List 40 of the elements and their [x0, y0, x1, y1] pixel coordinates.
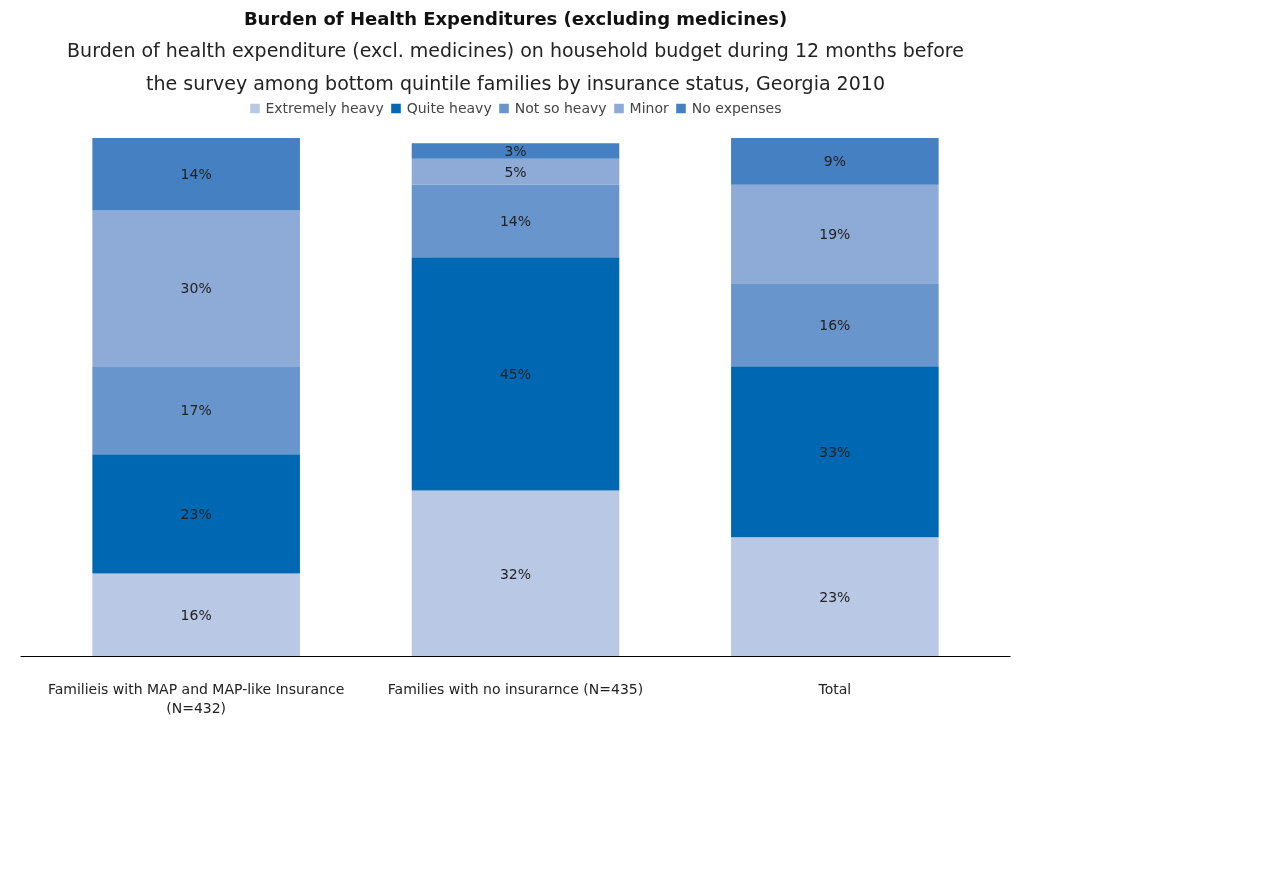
- data-label: 16%: [819, 316, 851, 333]
- data-label: 17%: [180, 402, 212, 419]
- bar: [92, 366, 300, 455]
- data-label: 16%: [180, 607, 212, 624]
- data-label: 19%: [819, 225, 851, 242]
- bar: [731, 283, 939, 367]
- data-label: 30%: [180, 280, 212, 297]
- data-label: 32%: [499, 565, 532, 582]
- bar: [411, 257, 620, 491]
- bar: [92, 210, 300, 367]
- bar: [731, 366, 939, 538]
- bar: [411, 490, 620, 657]
- bar: [411, 158, 620, 185]
- data-label: 5%: [504, 163, 527, 180]
- data-label: 14%: [499, 212, 532, 229]
- data-label: 45%: [499, 365, 532, 382]
- bar: [411, 143, 620, 159]
- bar: [92, 454, 300, 574]
- legend-label: No expenses: [691, 100, 782, 116]
- chart-title: Burden of Health Expenditures (excluding medicines): [243, 7, 788, 29]
- bar: [731, 137, 939, 185]
- bar: [92, 137, 300, 211]
- data-label: 9%: [823, 153, 846, 170]
- legend-label: Extremely heavy: [265, 100, 384, 116]
- x-tick-label: Familieis with MAP and MAP-like Insurance (N=432): [47, 680, 345, 716]
- bar: [731, 184, 939, 284]
- legend-label: Not so heavy: [514, 100, 607, 116]
- bar: [92, 573, 300, 657]
- data-label: 33%: [819, 443, 851, 460]
- legend-label: Minor: [629, 100, 669, 116]
- x-tick-label: Total: [817, 680, 852, 697]
- data-label: 14%: [180, 166, 212, 183]
- legend-label: Quite heavy: [406, 100, 492, 116]
- chart-subtitle: Burden of health expenditure (excl. medicines) on household budget during 12 months before the survey among bottom quintile families by insurance status, Georgia 2010: [67, 38, 964, 94]
- data-label: 23%: [819, 588, 851, 605]
- bar: [411, 184, 620, 258]
- x-tick-label: Families with no insurarnce (N=435): [387, 680, 644, 697]
- data-label: 23%: [180, 505, 212, 522]
- bar: [731, 537, 939, 657]
- data-label: 3%: [504, 142, 527, 159]
